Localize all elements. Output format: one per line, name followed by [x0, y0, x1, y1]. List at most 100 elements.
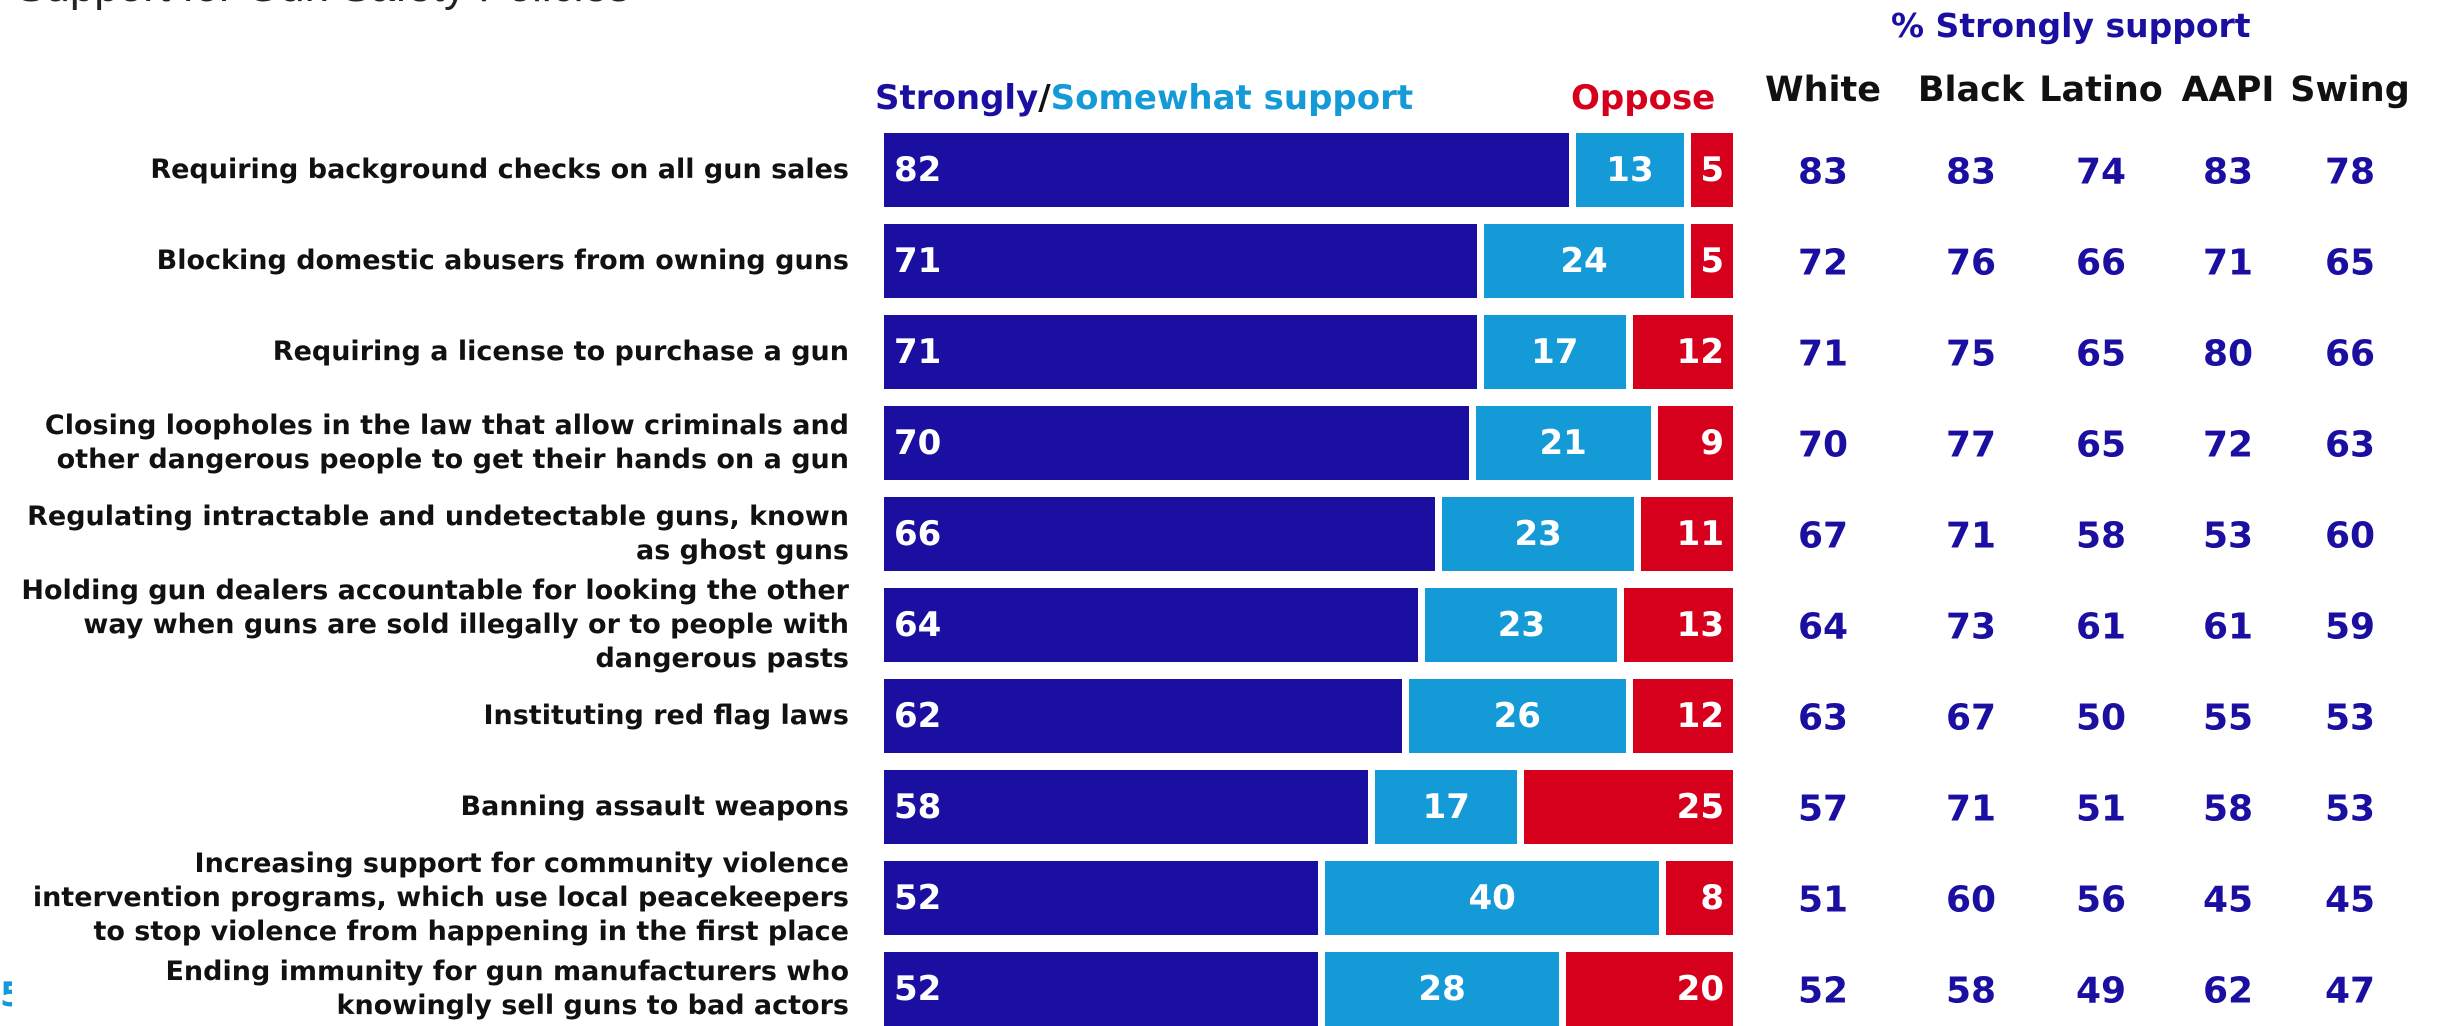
group-value-cell: 52	[1797, 970, 1849, 1012]
legend-strongly-support: Strongly	[875, 78, 1039, 118]
group-value-cell: 64	[1797, 606, 1849, 648]
group-value-cell: 67	[1797, 515, 1849, 557]
group-value-cell: 57	[1797, 788, 1849, 830]
group-value-cell: 53	[2324, 788, 2376, 830]
bar-somewhat-support: 23	[1442, 497, 1635, 571]
category-label: Instituting red flag laws	[483, 699, 849, 733]
column-header: Latino	[2039, 70, 2163, 110]
category-label-line: Blocking domestic abusers from owning gu…	[156, 245, 849, 276]
group-value-cell: 66	[2075, 242, 2127, 284]
group-table-title: % Strongly support	[1891, 6, 2251, 45]
bar-somewhat-support: 26	[1408, 679, 1626, 753]
bar-somewhat-support: 24	[1483, 224, 1685, 298]
group-value-cell: 83	[2202, 151, 2254, 193]
category-label-line: Instituting red flag laws	[483, 700, 849, 731]
legend-slash: /	[1038, 78, 1051, 118]
legend-somewhat-support: Somewhat support	[1050, 78, 1414, 118]
category-label: Ending immunity for gun manufacturers wh…	[165, 955, 849, 1023]
category-label: Increasing support for community violenc…	[33, 847, 849, 949]
bar-strongly-support: 82	[884, 133, 1569, 207]
column-header: White	[1765, 70, 1881, 110]
group-value-cell: 71	[1945, 788, 1997, 830]
group-value-cell: 53	[2324, 697, 2376, 739]
bar-oppose: 20	[1566, 952, 1733, 1026]
group-value-cell: 63	[2324, 424, 2376, 466]
group-value-cell: 73	[1945, 606, 1997, 648]
group-value-cell: 55	[2202, 697, 2254, 739]
group-value-cell: 72	[1797, 242, 1849, 284]
bar-strongly-support: 58	[884, 770, 1369, 844]
group-value-cell: 58	[1945, 970, 1997, 1012]
bar-oppose: 9	[1657, 406, 1733, 480]
bar-strongly-support: 70	[884, 406, 1469, 480]
legend-support: Strongly/Somewhat support	[875, 78, 1413, 118]
group-value-cell: 63	[1797, 697, 1849, 739]
group-value-cell: 56	[2075, 879, 2127, 921]
category-label: Closing loopholes in the law that allow …	[45, 409, 849, 477]
group-value-cell: 83	[1945, 151, 1997, 193]
group-value-cell: 78	[2324, 151, 2376, 193]
bar-somewhat-support: 21	[1475, 406, 1651, 480]
bar-strongly-support: 62	[884, 679, 1402, 753]
bar-oppose: 5	[1691, 133, 1733, 207]
group-value-cell: 50	[2075, 697, 2127, 739]
bar-oppose: 12	[1632, 315, 1733, 389]
category-label: Requiring a license to purchase a gun	[273, 335, 849, 369]
group-value-cell: 47	[2324, 970, 2376, 1012]
category-label-line: other dangerous people to get their hand…	[56, 444, 849, 475]
category-label-line: Banning assault weapons	[460, 791, 849, 822]
group-value-cell: 49	[2075, 970, 2127, 1012]
corner-page-number: 5	[0, 975, 12, 1011]
category-label: Holding gun dealers accountable for look…	[21, 574, 849, 676]
group-value-cell: 53	[2202, 515, 2254, 557]
category-label-line: to stop violence from happening in the f…	[93, 916, 849, 947]
category-label-line: intervention programs, which use local p…	[32, 882, 849, 913]
group-value-cell: 71	[1797, 333, 1849, 375]
category-label: Requiring background checks on all gun s…	[150, 153, 849, 187]
group-value-cell: 61	[2202, 606, 2254, 648]
bar-strongly-support: 64	[884, 588, 1419, 662]
category-label-line: Increasing support for community violenc…	[194, 848, 849, 879]
bar-oppose: 8	[1666, 861, 1733, 935]
group-value-cell: 72	[2202, 424, 2254, 466]
group-value-cell: 65	[2075, 333, 2127, 375]
column-header: Swing	[2290, 70, 2410, 110]
bar-oppose: 11	[1641, 497, 1733, 571]
category-label-line: Ending immunity for gun manufacturers wh…	[165, 956, 849, 987]
bar-somewhat-support: 23	[1425, 588, 1618, 662]
group-value-cell: 66	[2324, 333, 2376, 375]
category-label-line: Regulating intractable and undetectable …	[27, 501, 849, 532]
group-value-cell: 71	[1945, 515, 1997, 557]
group-value-cell: 58	[2202, 788, 2254, 830]
bar-somewhat-support: 17	[1375, 770, 1518, 844]
group-value-cell: 76	[1945, 242, 1997, 284]
group-value-cell: 60	[1945, 879, 1997, 921]
bar-strongly-support: 52	[884, 861, 1319, 935]
group-value-cell: 61	[2075, 606, 2127, 648]
group-value-cell: 80	[2202, 333, 2254, 375]
category-label: Regulating intractable and undetectable …	[27, 500, 849, 568]
bar-oppose: 13	[1624, 588, 1733, 662]
category-label-line: Requiring a license to purchase a gun	[272, 336, 849, 367]
column-header: AAPI	[2181, 70, 2275, 110]
group-value-cell: 45	[2202, 879, 2254, 921]
group-value-cell: 74	[2075, 151, 2127, 193]
bar-strongly-support: 52	[884, 952, 1319, 1026]
group-value-cell: 67	[1945, 697, 1997, 739]
group-value-cell: 60	[2324, 515, 2376, 557]
category-label-line: Requiring background checks on all gun s…	[150, 154, 849, 185]
category-label: Banning assault weapons	[461, 790, 849, 824]
bar-oppose: 12	[1632, 679, 1733, 753]
group-value-cell: 71	[2202, 242, 2254, 284]
bar-somewhat-support: 17	[1483, 315, 1626, 389]
group-value-cell: 59	[2324, 606, 2376, 648]
bar-somewhat-support: 40	[1325, 861, 1660, 935]
bar-oppose: 5	[1691, 224, 1733, 298]
bar-somewhat-support: 28	[1325, 952, 1559, 1026]
group-value-cell: 62	[2202, 970, 2254, 1012]
bar-strongly-support: 71	[884, 315, 1477, 389]
category-label-line: Holding gun dealers accountable for look…	[21, 575, 849, 606]
group-value-cell: 75	[1945, 333, 1997, 375]
bar-oppose: 25	[1524, 770, 1733, 844]
group-value-cell: 58	[2075, 515, 2127, 557]
